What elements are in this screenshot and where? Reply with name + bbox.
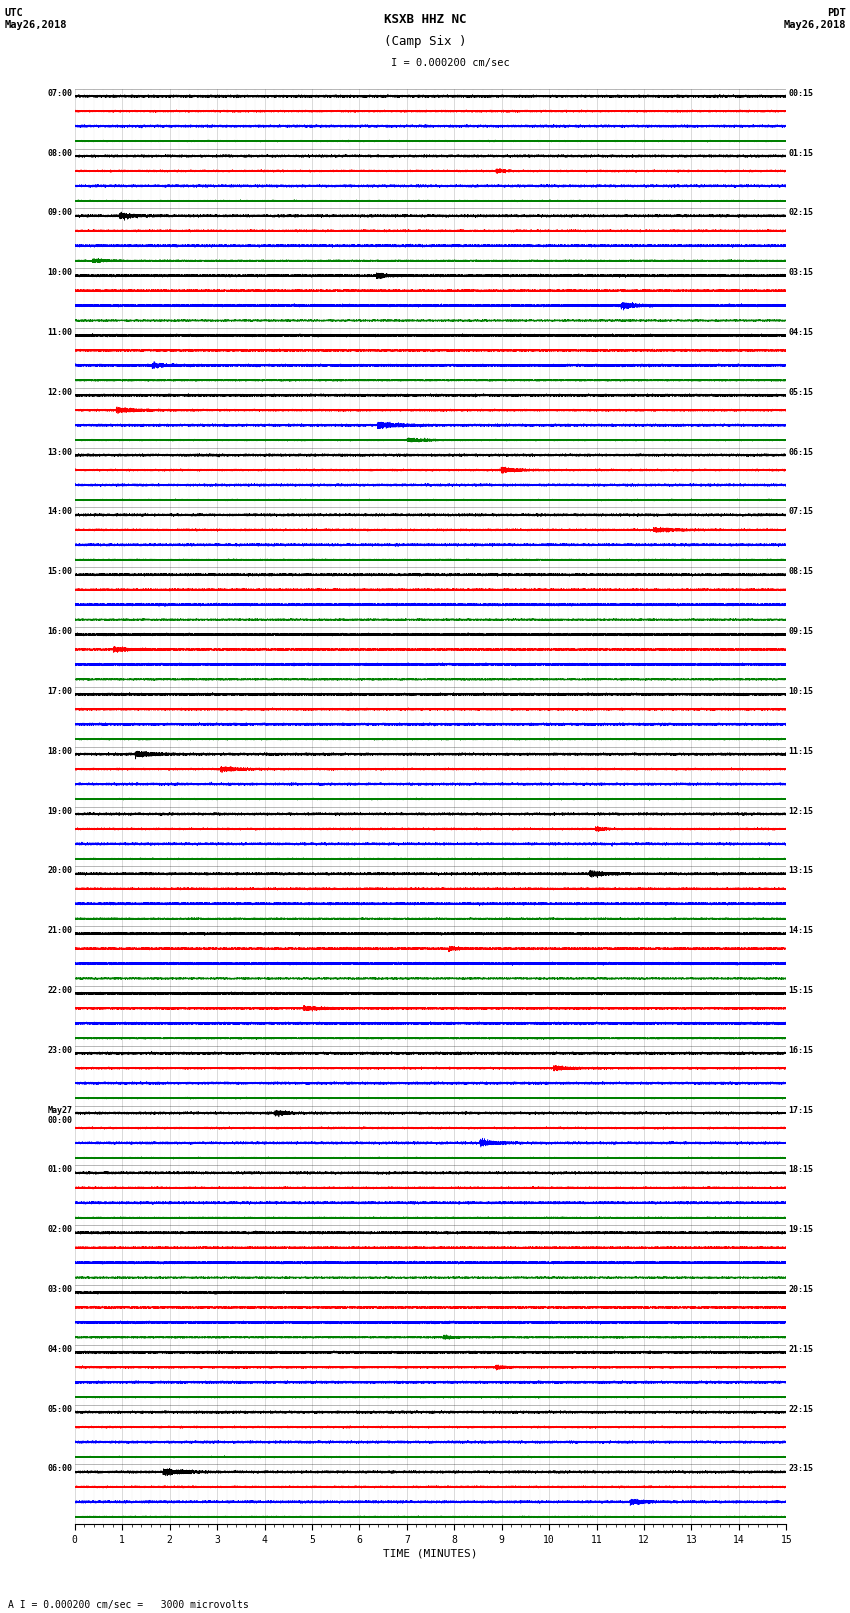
Text: 10:15: 10:15 [789, 687, 813, 695]
Text: 17:15: 17:15 [789, 1105, 813, 1115]
Text: 19:00: 19:00 [48, 806, 72, 816]
Text: 20:15: 20:15 [789, 1286, 813, 1294]
Text: 08:00: 08:00 [48, 148, 72, 158]
Text: 00:15: 00:15 [789, 89, 813, 98]
Text: 12:15: 12:15 [789, 806, 813, 816]
Text: 11:00: 11:00 [48, 327, 72, 337]
Text: 16:00: 16:00 [48, 627, 72, 636]
Text: 10:00: 10:00 [48, 268, 72, 277]
Text: 03:15: 03:15 [789, 268, 813, 277]
X-axis label: TIME (MINUTES): TIME (MINUTES) [383, 1548, 478, 1558]
Text: May27
00:00: May27 00:00 [48, 1105, 72, 1124]
Text: 06:15: 06:15 [789, 448, 813, 456]
Text: 05:00: 05:00 [48, 1405, 72, 1413]
Text: KSXB HHZ NC: KSXB HHZ NC [383, 13, 467, 26]
Text: 23:00: 23:00 [48, 1045, 72, 1055]
Text: 02:15: 02:15 [789, 208, 813, 218]
Text: 06:00: 06:00 [48, 1465, 72, 1473]
Text: 20:00: 20:00 [48, 866, 72, 876]
Text: 08:15: 08:15 [789, 568, 813, 576]
Text: (Camp Six ): (Camp Six ) [383, 35, 467, 48]
Text: 13:15: 13:15 [789, 866, 813, 876]
Text: 14:15: 14:15 [789, 926, 813, 936]
Text: A I = 0.000200 cm/sec =   3000 microvolts: A I = 0.000200 cm/sec = 3000 microvolts [8, 1600, 249, 1610]
Text: PDT
May26,2018: PDT May26,2018 [783, 8, 846, 29]
Text: 03:00: 03:00 [48, 1286, 72, 1294]
Text: 19:15: 19:15 [789, 1226, 813, 1234]
Text: 05:15: 05:15 [789, 387, 813, 397]
Text: I = 0.000200 cm/sec: I = 0.000200 cm/sec [391, 58, 510, 68]
Text: 14:00: 14:00 [48, 508, 72, 516]
Text: 13:00: 13:00 [48, 448, 72, 456]
Text: 09:00: 09:00 [48, 208, 72, 218]
Text: 15:15: 15:15 [789, 986, 813, 995]
Text: UTC
May26,2018: UTC May26,2018 [4, 8, 67, 29]
Text: 21:15: 21:15 [789, 1345, 813, 1353]
Text: 01:00: 01:00 [48, 1165, 72, 1174]
Text: 07:00: 07:00 [48, 89, 72, 98]
Text: 04:00: 04:00 [48, 1345, 72, 1353]
Text: 22:00: 22:00 [48, 986, 72, 995]
Text: 21:00: 21:00 [48, 926, 72, 936]
Text: 18:15: 18:15 [789, 1165, 813, 1174]
Text: 18:00: 18:00 [48, 747, 72, 755]
Text: 04:15: 04:15 [789, 327, 813, 337]
Text: 07:15: 07:15 [789, 508, 813, 516]
Text: 23:15: 23:15 [789, 1465, 813, 1473]
Text: 11:15: 11:15 [789, 747, 813, 755]
Text: 09:15: 09:15 [789, 627, 813, 636]
Text: 17:00: 17:00 [48, 687, 72, 695]
Text: 12:00: 12:00 [48, 387, 72, 397]
Text: 22:15: 22:15 [789, 1405, 813, 1413]
Text: 16:15: 16:15 [789, 1045, 813, 1055]
Text: 15:00: 15:00 [48, 568, 72, 576]
Text: 02:00: 02:00 [48, 1226, 72, 1234]
Text: 01:15: 01:15 [789, 148, 813, 158]
